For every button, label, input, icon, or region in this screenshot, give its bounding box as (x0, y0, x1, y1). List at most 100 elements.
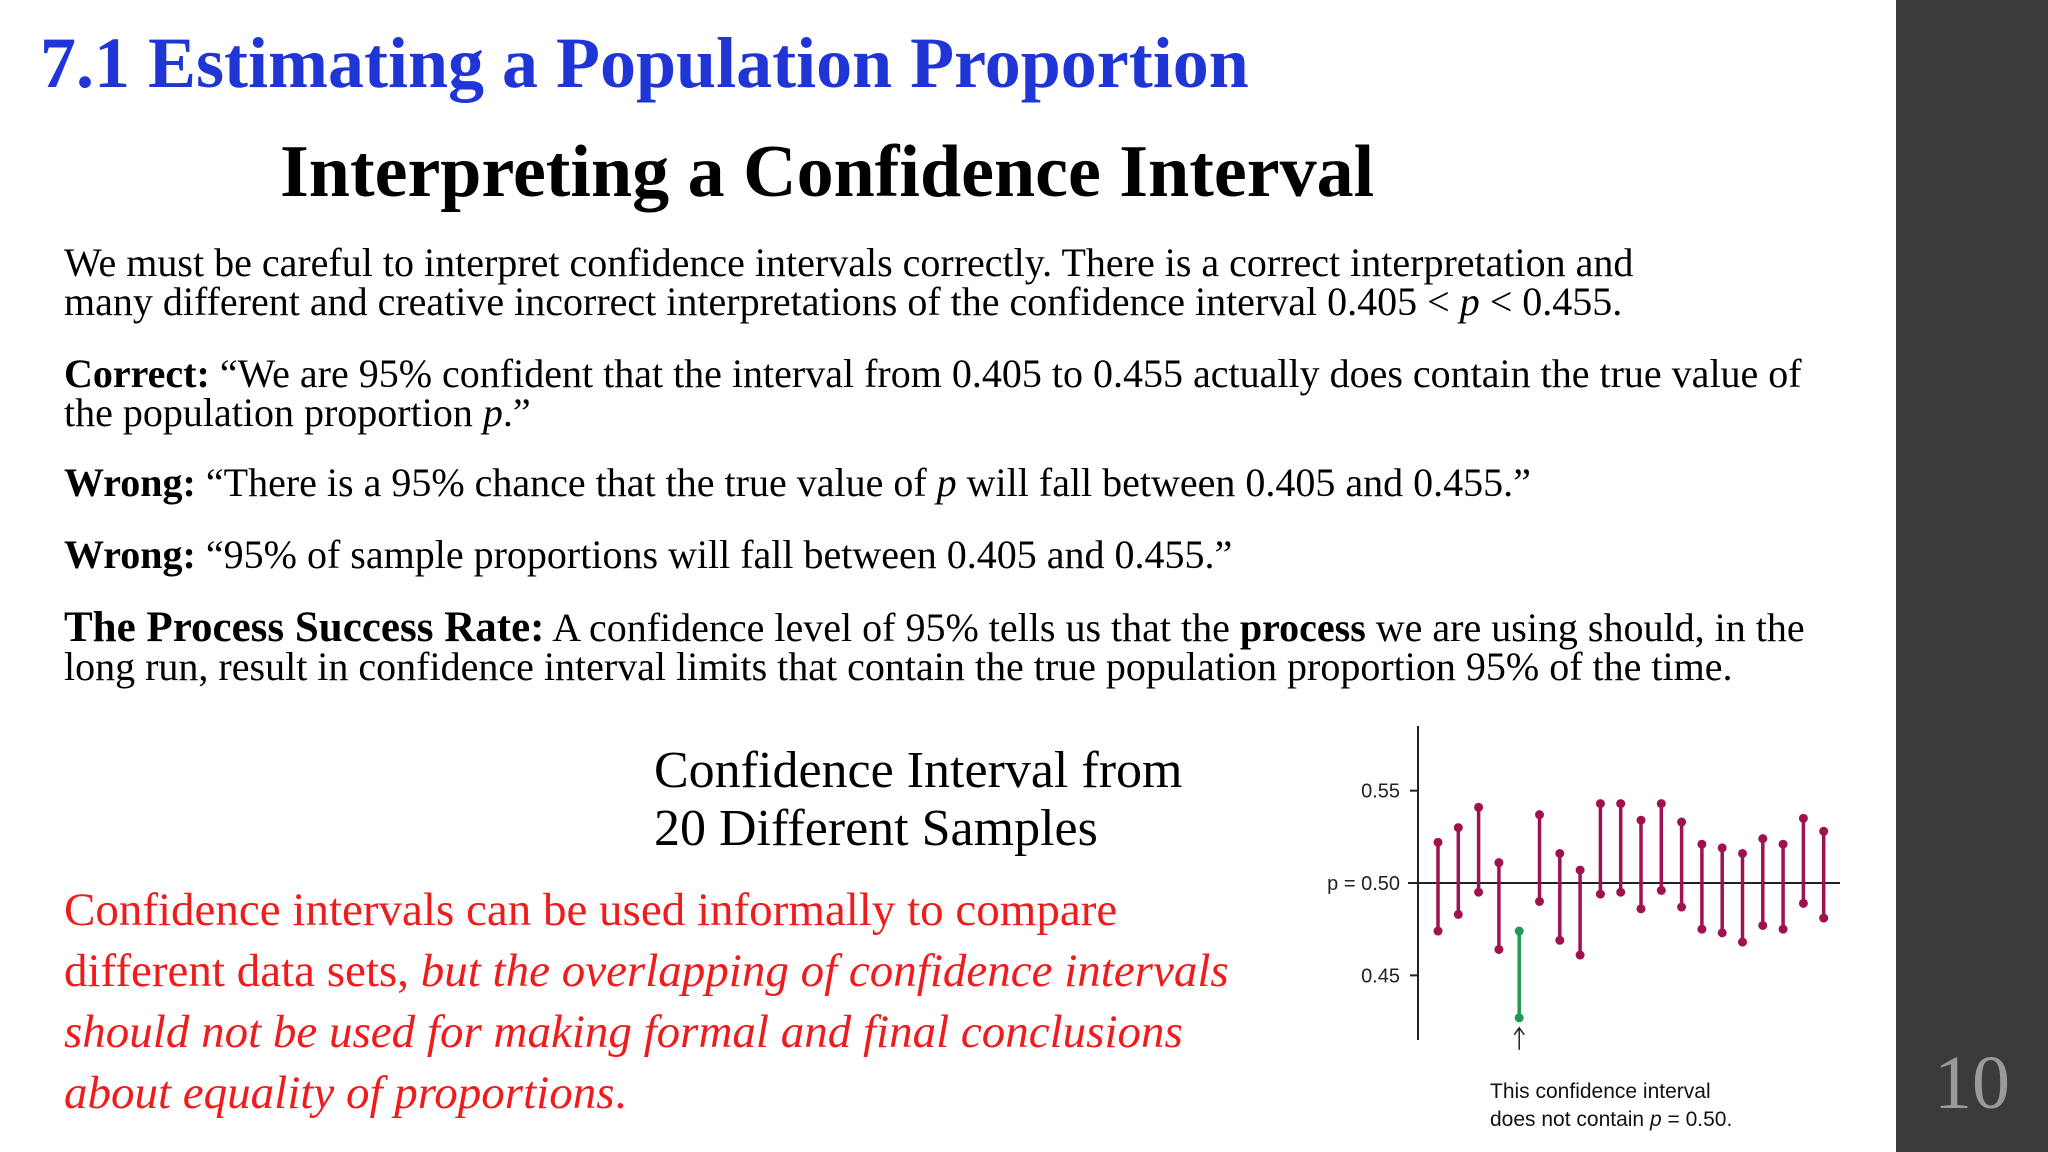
interval-11 (1636, 815, 1646, 914)
upper-limit-11 (1636, 815, 1646, 825)
y-tick-label-2: 0.45 (1361, 965, 1400, 987)
wrong-p-symbol: p (936, 460, 957, 505)
y-tick-label-1: p = 0.50 (1327, 873, 1400, 895)
chart-caption-line-1: Confidence Interval from (654, 742, 1183, 799)
lower-limit-16 (1738, 937, 1747, 947)
upper-limit-15 (1717, 843, 1727, 853)
annotation-line-2b: = 0.50. (1662, 1108, 1733, 1131)
interval-18 (1778, 839, 1788, 934)
interval-7 (1555, 848, 1565, 945)
upper-limit-2 (1453, 823, 1463, 833)
process-paragraph: The Process Success Rate: A confidence l… (64, 605, 1844, 689)
comparison-note: Confidence intervals can be used informa… (64, 880, 1254, 1124)
interval-19 (1798, 813, 1808, 908)
lower-limit-5 (1514, 1013, 1524, 1023)
lower-limit-14 (1697, 924, 1707, 934)
upper-limit-12 (1656, 799, 1666, 809)
process-label: The Process Success Rate: (64, 604, 545, 651)
annotation-line-2: does not contain p = 0.50. (1490, 1108, 1732, 1131)
interval-3 (1474, 802, 1484, 897)
interval-10 (1616, 799, 1626, 897)
upper-limit-1 (1433, 837, 1443, 847)
upper-limit-10 (1616, 799, 1626, 809)
interval-6 (1535, 810, 1544, 906)
correct-label: Correct: (64, 351, 210, 396)
upper-limit-18 (1778, 839, 1788, 849)
interval-15 (1717, 843, 1727, 938)
interval-14 (1697, 839, 1707, 934)
page-number: 10 (1934, 1041, 2010, 1125)
lower-limit-20 (1819, 913, 1829, 923)
upper-limit-17 (1758, 834, 1768, 844)
intro-paragraph: We must be careful to interpret confiden… (64, 240, 1844, 324)
lower-limit-4 (1494, 944, 1504, 954)
chart-caption-line-2: 20 Different Samples (654, 800, 1098, 857)
wrong-text-1: “There is a 95% chance that the true val… (195, 460, 937, 505)
process-bold-word: process (1239, 605, 1366, 650)
intro-line-2b: < 0.455. (1479, 279, 1623, 324)
upper-limit-8 (1575, 865, 1585, 875)
correct-text-end: .” (502, 390, 531, 435)
lower-limit-2 (1453, 909, 1463, 919)
upper-limit-19 (1798, 813, 1808, 823)
interval-9 (1595, 799, 1605, 899)
wrong-text-1-end: will fall between 0.405 and 0.455.” (956, 460, 1531, 505)
interval-1 (1433, 837, 1443, 936)
right-sidebar (1896, 0, 2048, 1152)
lower-limit-17 (1758, 920, 1768, 930)
process-text-end: we are using should, in the long run, re… (64, 605, 1805, 689)
annotation-line-1: This confidence interval (1490, 1080, 1711, 1103)
lower-limit-3 (1474, 887, 1484, 897)
lower-limit-15 (1717, 928, 1727, 938)
lower-limit-9 (1595, 889, 1605, 899)
lower-limit-10 (1616, 887, 1626, 897)
upper-limit-3 (1474, 802, 1484, 812)
interval-13 (1677, 817, 1687, 912)
lower-limit-6 (1535, 896, 1544, 906)
interval-17 (1758, 834, 1768, 930)
annotation-line-2a: does not contain (1490, 1108, 1650, 1131)
upper-limit-20 (1819, 826, 1829, 836)
interval-16 (1738, 848, 1747, 947)
lower-limit-7 (1555, 935, 1565, 945)
correct-p-symbol: p (482, 390, 503, 435)
interval-12 (1656, 799, 1666, 895)
note-plain-text: Confidence intervals can be used informa… (64, 884, 1118, 997)
lower-limit-13 (1677, 902, 1687, 912)
slide-subtitle: Interpreting a Confidence Interval (280, 131, 1375, 213)
lower-limit-1 (1433, 926, 1443, 936)
process-text: A confidence level of 95% tells us that … (544, 605, 1240, 650)
wrong-label-1: Wrong: (64, 460, 196, 505)
upper-limit-13 (1677, 817, 1687, 827)
wrong-paragraph-1: Wrong: “There is a 95% chance that the t… (64, 460, 1844, 505)
upper-limit-14 (1697, 839, 1707, 849)
wrong-paragraph-2: Wrong: “95% of sample proportions will f… (64, 532, 1844, 577)
lower-limit-11 (1636, 904, 1646, 914)
slide-title: 7.1 Estimating a Population Proportion (40, 23, 1249, 103)
annotation-p-symbol: p (1649, 1108, 1662, 1131)
correct-paragraph: Correct: “We are 95% confident that the … (64, 351, 1844, 435)
wrong-label-2: Wrong: (64, 532, 196, 577)
confidence-interval-chart: 0.55 p = 0.50 0.45 This confidence interva… (1327, 726, 1840, 1131)
note-italic-text: but the overlapping of confidence interv… (64, 945, 1229, 1119)
y-ticks: 0.55 p = 0.50 0.45 (1327, 781, 1418, 987)
interval-bars (1433, 799, 1829, 1023)
upper-limit-7 (1555, 848, 1565, 858)
lower-limit-8 (1575, 950, 1585, 960)
note-end: . (614, 1067, 627, 1119)
lower-limit-12 (1656, 885, 1666, 895)
upper-limit-16 (1738, 848, 1747, 858)
interval-8 (1575, 865, 1585, 960)
correct-text: “We are 95% confident that the interval … (64, 351, 1802, 435)
upper-limit-5 (1514, 926, 1524, 936)
intro-line-1: We must be careful to interpret confiden… (64, 240, 1634, 285)
upper-limit-9 (1595, 799, 1605, 809)
lower-limit-19 (1798, 898, 1808, 908)
y-tick-label-0: 0.55 (1361, 781, 1400, 803)
upper-limit-4 (1494, 858, 1504, 868)
upper-limit-6 (1535, 810, 1544, 820)
interval-2 (1453, 823, 1463, 919)
chart-caption: Confidence Interval from 20 Different Sa… (654, 742, 1182, 858)
intro-p-symbol: p (1459, 279, 1480, 324)
lower-limit-18 (1778, 924, 1788, 934)
